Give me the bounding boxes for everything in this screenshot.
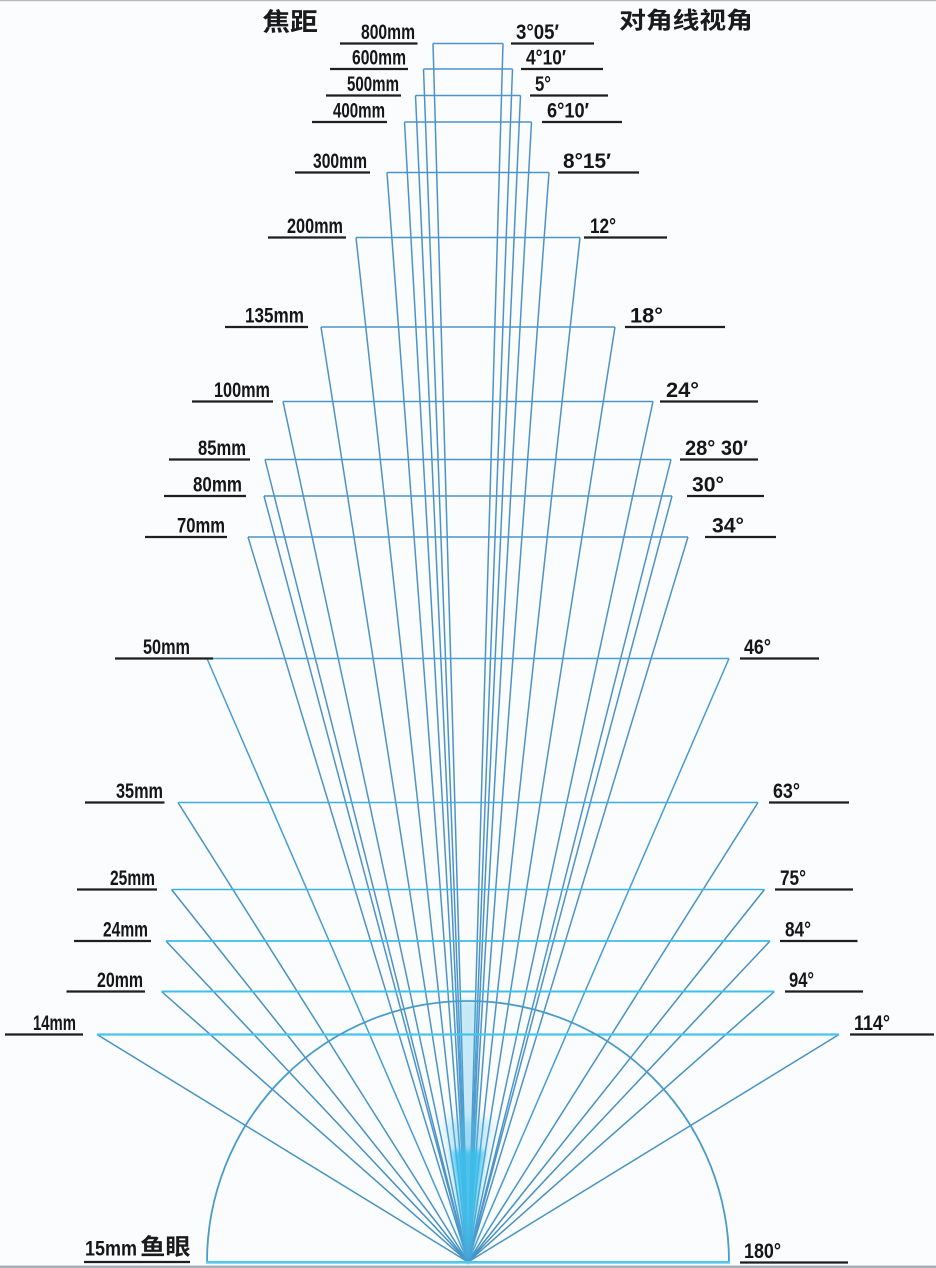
svg-text:70mm: 70mm [177,514,225,538]
svg-text:600mm: 600mm [352,46,406,70]
svg-text:14mm: 14mm [33,1011,76,1035]
svg-text:50mm: 50mm [143,635,190,659]
svg-text:20mm: 20mm [97,968,143,992]
svg-text:114°: 114° [854,1011,890,1035]
svg-text:18°: 18° [630,304,663,328]
svg-text:24mm: 24mm [103,918,148,942]
svg-text:84°: 84° [785,918,811,942]
svg-text:30°: 30° [692,473,724,497]
svg-text:75°: 75° [780,866,806,890]
svg-text:500mm: 500mm [347,72,399,96]
svg-text:5°: 5° [535,72,551,96]
svg-text:34°: 34° [712,514,744,538]
svg-text:46°: 46° [744,635,771,659]
svg-text:15mm: 15mm [85,1237,137,1261]
svg-text:85mm: 85mm [198,436,246,460]
svg-text:200mm: 200mm [287,214,343,238]
svg-text:94°: 94° [789,968,814,992]
svg-text:800mm: 800mm [361,20,415,44]
svg-text:63°: 63° [773,779,800,803]
svg-text:35mm: 35mm [116,779,163,803]
svg-text:24°: 24° [666,378,699,402]
svg-text:180°: 180° [744,1239,781,1263]
svg-text:12°: 12° [590,214,616,238]
svg-text:300mm: 300mm [313,149,367,173]
svg-text:25mm: 25mm [110,866,155,890]
svg-text:6°10′: 6°10′ [547,99,589,123]
svg-text:28° 30′: 28° 30′ [685,436,748,460]
svg-text:3°05′: 3°05′ [516,20,559,44]
svg-text:8°15′: 8°15′ [563,149,611,173]
svg-text:4°10′: 4°10′ [526,46,566,70]
svg-text:100mm: 100mm [214,378,270,402]
svg-text:80mm: 80mm [193,473,242,497]
svg-text:135mm: 135mm [245,304,304,328]
svg-text:400mm: 400mm [333,99,385,123]
